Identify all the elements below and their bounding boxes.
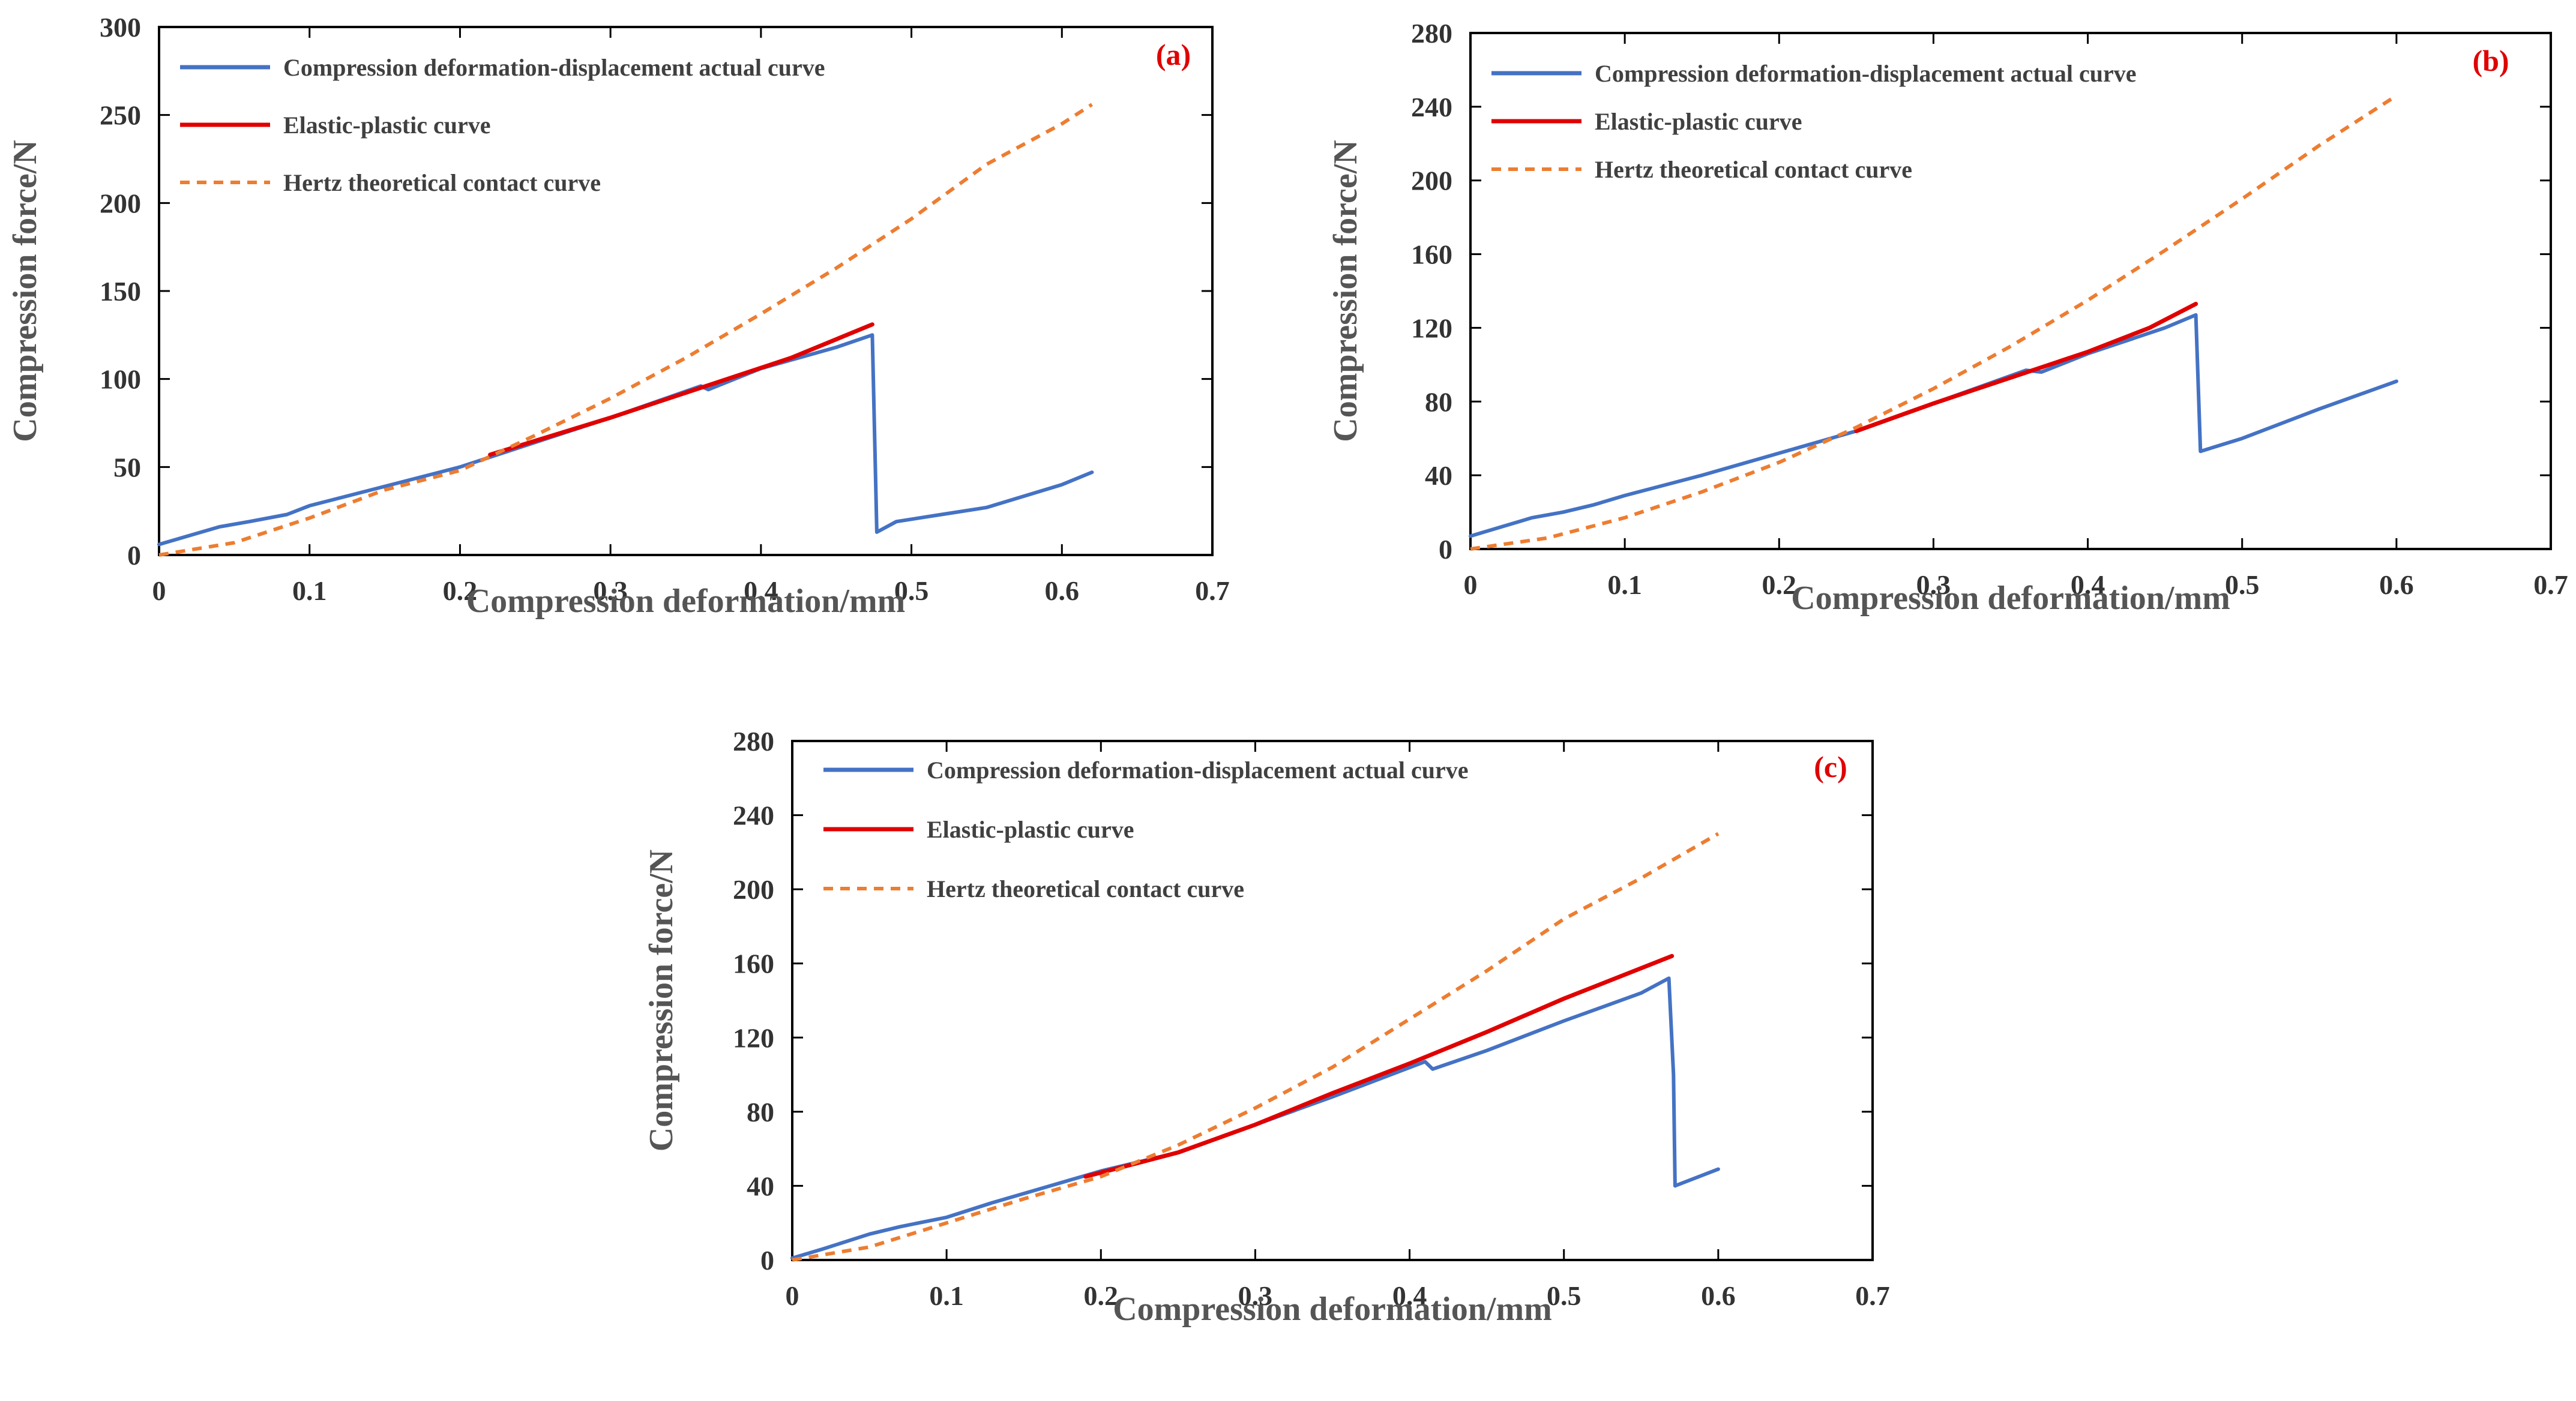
x-tick-label: 0.1 (292, 575, 327, 606)
legend-label: Elastic-plastic curve (927, 816, 1134, 843)
legend-label: Compression deformation-displacement act… (283, 54, 825, 81)
y-tick-label: 240 (733, 800, 774, 831)
y-axis-title: Compression force/N (7, 140, 44, 442)
y-tick-label: 200 (733, 874, 774, 905)
y-tick-label: 150 (100, 276, 141, 307)
chart-panel-3: 0 0.1 0.2 0.3 0.4 0.5 0.6 0.7 0 40 80 120 160 200 240 2… (643, 726, 1890, 1328)
series-line-hertz (158, 103, 1094, 557)
x-tick-label: 0.2 (1084, 1280, 1119, 1311)
x-tick-label: 0.7 (1195, 575, 1230, 606)
plot-frame (1469, 32, 2552, 550)
x-tick-label: 0 (1464, 569, 1478, 600)
y-tick-label: 0 (1439, 534, 1452, 565)
x-tick-label: 0.2 (1762, 569, 1797, 600)
x-tick-label: 0.4 (744, 575, 778, 606)
panel-label: (c) (1814, 750, 1847, 784)
panel-label: (a) (1156, 38, 1191, 71)
legend-label: Hertz theoretical contact curve (927, 875, 1244, 902)
x-tick-label: 0.2 (443, 575, 478, 606)
y-tick-label: 50 (113, 452, 141, 482)
legend-label: Compression deformation-displacement act… (1595, 60, 2137, 87)
x-tick-label: 0.5 (894, 575, 929, 606)
plot-frame (791, 740, 1874, 1261)
x-tick-label: 0.5 (1547, 1280, 1581, 1311)
y-tick-label: 280 (1411, 18, 1452, 49)
y-tick-label: 0 (760, 1245, 774, 1276)
y-tick-label: 250 (100, 100, 141, 131)
x-tick-label: 0.3 (1238, 1280, 1273, 1311)
x-tick-label: 0.7 (1855, 1280, 1890, 1311)
y-tick-label: 200 (1411, 166, 1452, 196)
panel-label: (b) (2472, 44, 2509, 77)
y-tick-label: 120 (1411, 313, 1452, 343)
y-tick-label: 200 (100, 188, 141, 218)
series-line-actual (790, 976, 1720, 1260)
y-tick-label: 40 (1425, 460, 1452, 491)
y-axis-title: Compression force/N (643, 850, 680, 1151)
series-line-hertz (792, 832, 1720, 1262)
plot-frame (158, 26, 1214, 556)
legend-label: Hertz theoretical contact curve (1595, 156, 1912, 183)
x-tick-label: 0.6 (2379, 569, 2414, 600)
x-axis-title: Compression deformation/mm (466, 583, 906, 620)
legend-label: Elastic-plastic curve (283, 112, 491, 139)
y-tick-label: 300 (100, 12, 141, 43)
y-axis-title: Compression force/N (1327, 140, 1364, 442)
chart-panel-2: 0 0.1 0.2 0.3 0.4 0.5 0.6 0.7 0 40 80 120 160 200 240 2… (1327, 18, 2568, 617)
series-line-elastic_plastic (1083, 953, 1675, 1179)
series-line-actual (157, 333, 1094, 547)
y-tick-label: 40 (747, 1171, 774, 1201)
x-tick-label: 0.5 (2225, 569, 2260, 600)
series-line-actual (1469, 313, 2398, 538)
x-tick-label: 0.7 (2533, 569, 2568, 600)
y-tick-label: 0 (127, 540, 141, 571)
x-axis-title: Compression deformation/mm (1113, 1291, 1552, 1328)
chart-panel-1: 0 0.1 0.2 0.3 0.4 0.5 0.6 0.7 0 50 100 150 200 250 300… (7, 12, 1230, 620)
series-line-elastic_plastic (488, 322, 874, 457)
x-tick-label: 0.6 (1701, 1280, 1736, 1311)
x-tick-label: 0.4 (1392, 1280, 1427, 1311)
x-tick-label: 0.1 (1607, 569, 1642, 600)
series-line-hertz (1470, 94, 2398, 551)
x-tick-label: 0 (786, 1280, 799, 1311)
legend-label: Hertz theoretical contact curve (283, 169, 601, 196)
y-tick-label: 120 (733, 1022, 774, 1053)
y-tick-label: 100 (100, 364, 141, 395)
legend-label: Elastic-plastic curve (1595, 108, 1802, 135)
y-tick-label: 280 (733, 726, 774, 757)
x-tick-label: 0.3 (1916, 569, 1951, 600)
series-line-elastic_plastic (1854, 302, 2198, 433)
y-tick-label: 160 (1411, 239, 1452, 270)
y-tick-label: 240 (1411, 92, 1452, 122)
x-tick-label: 0 (152, 575, 166, 606)
x-axis-title: Compression deformation/mm (1791, 580, 2230, 617)
legend-label: Compression deformation-displacement act… (927, 757, 1469, 784)
x-tick-label: 0.1 (929, 1280, 964, 1311)
x-tick-label: 0.6 (1045, 575, 1080, 606)
y-tick-label: 80 (747, 1097, 774, 1127)
x-tick-label: 0.3 (593, 575, 628, 606)
y-tick-label: 80 (1425, 386, 1452, 417)
x-tick-label: 0.4 (2071, 569, 2105, 600)
y-tick-label: 160 (733, 949, 774, 979)
